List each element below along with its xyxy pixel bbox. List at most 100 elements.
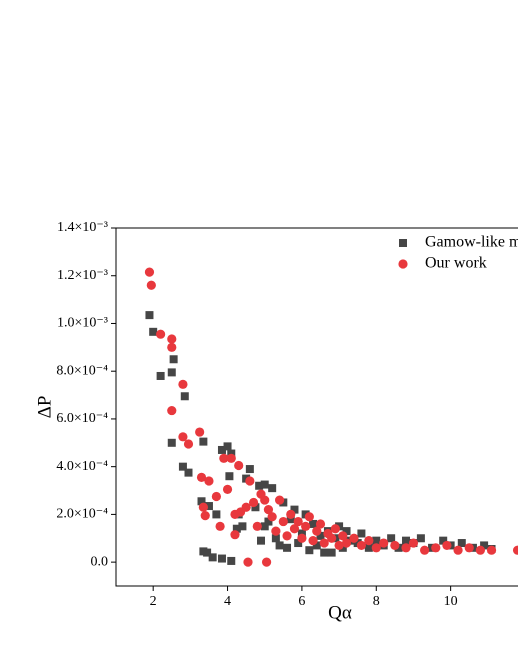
x-tick-label: 10 [444, 594, 458, 609]
point [315, 519, 326, 529]
x-axis-label: Qα [328, 602, 352, 623]
point [338, 531, 348, 541]
point [320, 548, 329, 557]
point [379, 538, 389, 548]
point [145, 311, 154, 320]
point [442, 540, 452, 551]
point [364, 543, 373, 552]
point [349, 533, 359, 543]
point [217, 554, 226, 563]
x-tick-label: 4 [224, 594, 231, 609]
point [248, 497, 259, 508]
point [212, 510, 221, 519]
point [293, 516, 303, 527]
point [208, 553, 217, 562]
point [219, 453, 229, 463]
point [486, 545, 497, 555]
point [149, 327, 158, 336]
point [230, 530, 240, 540]
point [169, 355, 178, 364]
point [211, 491, 221, 502]
point [232, 524, 241, 533]
point [268, 484, 277, 493]
point [225, 472, 234, 481]
point [390, 540, 400, 551]
y-axis-label: ΔP [34, 396, 55, 419]
point [204, 502, 213, 511]
point [275, 541, 284, 550]
point [283, 543, 292, 552]
y-tick-label: 1.0×10⁻³ [57, 316, 108, 331]
y-tick-label: 1.4×10⁻³ [57, 220, 108, 235]
point [475, 545, 485, 555]
legend-marker [399, 239, 407, 247]
point [334, 540, 344, 551]
point [308, 536, 318, 546]
point [251, 503, 260, 512]
point [257, 536, 266, 545]
point [203, 548, 212, 557]
point [327, 548, 336, 557]
point [227, 449, 236, 458]
point [178, 379, 188, 389]
y-tick-label: 1.2×10⁻³ [57, 268, 108, 283]
point [260, 495, 270, 505]
point [290, 505, 299, 514]
point [200, 510, 210, 521]
x-tick-label: 6 [298, 594, 305, 609]
point [226, 453, 236, 463]
point [512, 545, 518, 555]
point [245, 476, 255, 486]
point [278, 516, 288, 527]
point [275, 495, 285, 505]
point [327, 533, 337, 543]
point [330, 524, 340, 534]
point [264, 517, 273, 526]
point [178, 462, 187, 471]
point [319, 538, 329, 548]
point [144, 267, 155, 277]
point [204, 476, 214, 486]
point [401, 543, 411, 553]
point [227, 556, 236, 565]
point [167, 342, 177, 352]
point [255, 481, 264, 490]
point [464, 543, 474, 553]
point [372, 536, 381, 545]
point [146, 280, 156, 290]
point [282, 531, 292, 541]
point [453, 545, 463, 555]
point [356, 540, 366, 551]
point [243, 557, 253, 567]
point [416, 534, 425, 543]
point [167, 368, 176, 377]
point [195, 427, 205, 437]
point [457, 539, 466, 548]
legend-marker [398, 259, 408, 269]
point [309, 519, 318, 528]
point [197, 497, 206, 506]
point [167, 438, 176, 447]
point [289, 524, 300, 534]
y-tick-label: 8.0×10⁻⁴ [56, 363, 108, 378]
point [402, 536, 411, 545]
point [431, 543, 441, 553]
point [156, 371, 165, 380]
point [167, 334, 177, 344]
point [183, 439, 194, 449]
y-tick-label: 2.0×10⁻⁴ [56, 507, 108, 522]
point [387, 534, 396, 543]
point [286, 515, 295, 524]
point [305, 546, 314, 555]
point [252, 521, 262, 531]
point [156, 329, 166, 339]
y-tick-label: 4.0×10⁻⁴ [56, 459, 108, 474]
point [260, 480, 269, 489]
point [301, 521, 311, 531]
point [371, 543, 381, 553]
point [312, 541, 321, 550]
point [245, 465, 254, 474]
point [198, 502, 208, 512]
point [297, 533, 307, 543]
